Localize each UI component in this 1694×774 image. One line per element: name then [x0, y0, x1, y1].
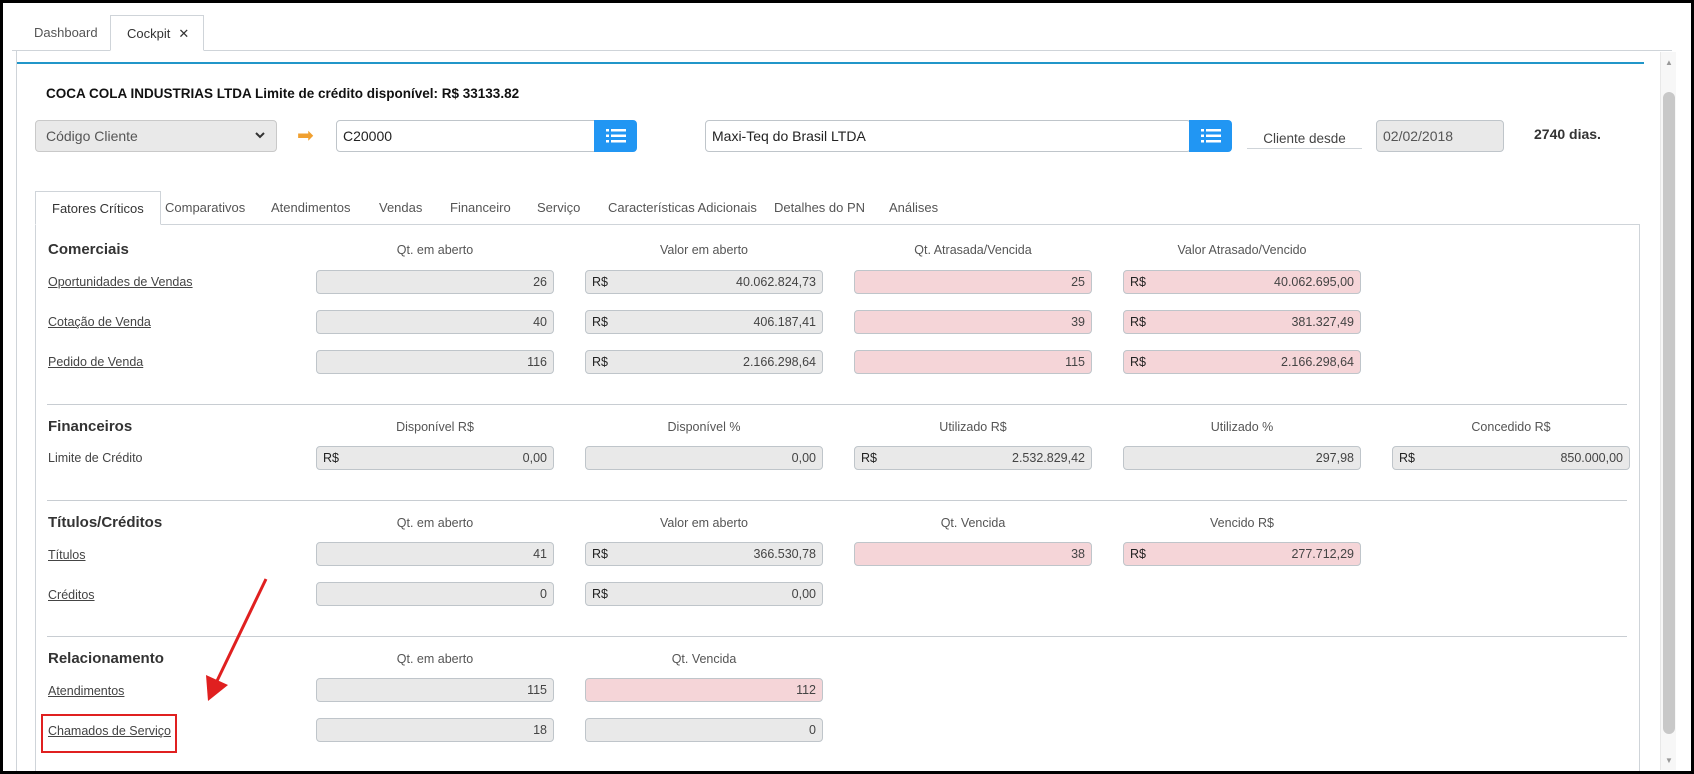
tab-servico[interactable]: Serviço — [537, 200, 581, 215]
column-header: Qt. em aberto — [396, 243, 474, 257]
value-field: 0,00 — [585, 446, 823, 470]
column-header: Valor em aberto — [659, 243, 748, 257]
link-creditos[interactable]: Créditos — [48, 588, 95, 602]
value-field: 116 — [316, 350, 554, 374]
overdue-value-field: R$ 2.166.298,64 — [1123, 350, 1361, 374]
column-header: Qt. Vencida — [940, 516, 1006, 530]
customer-code-input[interactable]: C20000 — [336, 120, 598, 152]
column-header: Disponível R$ — [396, 420, 474, 434]
scroll-down-icon[interactable]: ▼ — [1665, 756, 1673, 765]
overdue-value-field: 112 — [585, 678, 823, 702]
overdue-value-field: R$ 40.062.695,00 — [1123, 270, 1361, 294]
value-field: 297,98 — [1123, 446, 1361, 470]
overdue-value-field: 39 — [854, 310, 1092, 334]
close-icon[interactable]: ✕ — [178, 26, 190, 41]
column-header: Vencido R$ — [1210, 516, 1274, 530]
content-panel — [16, 51, 1646, 771]
cockpit-tab-bar: Fatores Críticos Comparativos Atendiment… — [35, 191, 1640, 225]
scrollbar-thumb[interactable] — [1663, 92, 1675, 734]
customer-name-input[interactable]: Maxi-Teq do Brasil LTDA — [705, 120, 1191, 152]
value-field: 0 — [316, 582, 554, 606]
customer-code-lookup-button[interactable] — [594, 120, 637, 152]
value-field: R$ 366.530,78 — [585, 542, 823, 566]
tab-analises[interactable]: Análises — [889, 200, 939, 215]
section-title-comerciais: Comerciais — [48, 241, 129, 258]
tab-comparativos[interactable]: Comparativos — [165, 200, 246, 215]
value-field: 115 — [316, 678, 554, 702]
column-header: Concedido R$ — [1471, 420, 1551, 434]
column-header: Utilizado R$ — [939, 420, 1007, 434]
tab-vendas[interactable]: Vendas — [379, 200, 423, 215]
value-field: 18 — [316, 718, 554, 742]
link-chamados-de-servico[interactable]: Chamados de Serviço — [48, 724, 171, 738]
tab-content-area — [35, 225, 1640, 771]
customer-days-count: 2740 dias. — [1534, 126, 1601, 142]
link-cotacao-de-venda[interactable]: Cotação de Venda — [48, 315, 151, 329]
overdue-value-field: 25 — [854, 270, 1092, 294]
section-divider — [47, 404, 1627, 405]
column-header: Valor Atrasado/Vencido — [1177, 243, 1307, 257]
link-oportunidades-de-vendas[interactable]: Oportunidades de Vendas — [48, 275, 193, 289]
customer-since-label: Cliente desde — [1247, 124, 1362, 149]
value-field: R$ 40.062.824,73 — [585, 270, 823, 294]
list-icon — [1201, 129, 1221, 143]
link-pedido-de-venda[interactable]: Pedido de Venda — [48, 355, 144, 369]
value-field: 26 — [316, 270, 554, 294]
value-field: R$ 2.166.298,64 — [585, 350, 823, 374]
select-value: Código Cliente — [46, 128, 138, 144]
section-title-relacionamento: Relacionamento — [48, 650, 164, 667]
overdue-value-field: 38 — [854, 542, 1092, 566]
section-title-financeiros: Financeiros — [48, 418, 133, 435]
value-field: R$ 2.532.829,42 — [854, 446, 1092, 470]
column-header: Qt. em aberto — [396, 516, 474, 530]
column-header: Utilizado % — [1210, 420, 1274, 434]
page-title: COCA COLA INDUSTRIAS LTDA Limite de créd… — [46, 86, 520, 101]
customer-name-lookup-button[interactable] — [1189, 120, 1232, 152]
tab-cockpit-label: Cockpit — [127, 26, 171, 41]
tab-atendimentos[interactable]: Atendimentos — [271, 200, 351, 215]
column-header: Valor em aberto — [659, 516, 748, 530]
tab-detalhes-do-pn[interactable]: Detalhes do PN — [774, 200, 866, 215]
row-label-limite-de-credito: Limite de Crédito — [48, 451, 143, 465]
column-header: Qt. Vencida — [671, 652, 737, 666]
tab-caracteristicas-adicionais[interactable]: Características Adicionais — [608, 200, 757, 215]
value-field: 40 — [316, 310, 554, 334]
annotation-highlight-box — [41, 714, 177, 753]
value-field: R$ 406.187,41 — [585, 310, 823, 334]
tab-fatores-criticos[interactable]: Fatores Críticos — [35, 191, 161, 225]
vertical-scrollbar[interactable]: ▲ ▼ — [1660, 52, 1676, 770]
section-divider — [47, 500, 1627, 501]
column-header: Disponível % — [667, 420, 741, 434]
customer-since-date: 02/02/2018 — [1376, 120, 1504, 152]
column-header: Qt. em aberto — [396, 652, 474, 666]
value-field: 0 — [585, 718, 823, 742]
tab-dashboard[interactable]: Dashboard — [34, 25, 98, 40]
tab-cockpit[interactable]: Cockpit ✕ — [110, 15, 204, 51]
list-icon — [606, 129, 626, 143]
search-field-select[interactable]: Código Cliente — [35, 120, 277, 152]
chevron-down-icon — [254, 121, 266, 162]
value-field: R$ 0,00 — [585, 582, 823, 606]
annotation-arrow-icon — [206, 578, 268, 701]
value-field: R$ 850.000,00 — [1392, 446, 1630, 470]
link-atendimentos[interactable]: Atendimentos — [48, 684, 125, 698]
section-title-titulos-creditos: Títulos/Créditos — [48, 514, 163, 531]
column-header: Qt. Atrasada/Vencida — [914, 243, 1032, 257]
app-tab-bar: Dashboard Cockpit ✕ — [12, 15, 1672, 51]
tab-financeiro[interactable]: Financeiro — [450, 200, 511, 215]
value-field: R$ 0,00 — [316, 446, 554, 470]
overdue-value-field: R$ 381.327,49 — [1123, 310, 1361, 334]
overdue-value-field: 115 — [854, 350, 1092, 374]
section-divider — [47, 636, 1627, 637]
scroll-up-icon[interactable]: ▲ — [1665, 58, 1673, 67]
arrow-right-icon: ➡ — [297, 125, 314, 147]
accent-divider — [17, 62, 1644, 64]
value-field: 41 — [316, 542, 554, 566]
overdue-value-field: R$ 277.712,29 — [1123, 542, 1361, 566]
link-titulos[interactable]: Títulos — [48, 548, 86, 562]
